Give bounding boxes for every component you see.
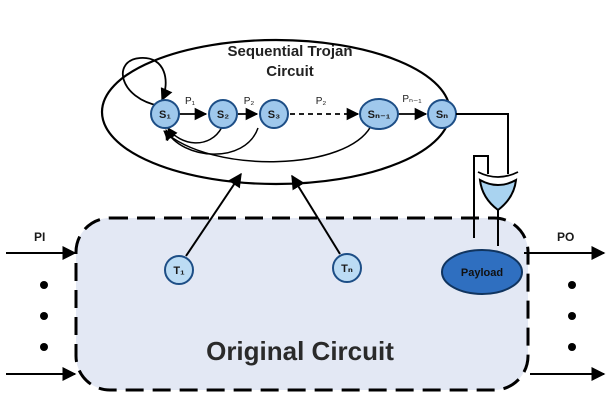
po-dot xyxy=(568,343,576,351)
svg-text:S₂: S₂ xyxy=(217,109,229,121)
trojan-title-line1: Sequential Trojan xyxy=(227,43,352,60)
xor-gate-icon xyxy=(477,171,519,212)
svg-text:Sₙ: Sₙ xyxy=(436,109,448,121)
po-label: PO xyxy=(557,230,574,244)
svg-text:Payload: Payload xyxy=(461,267,503,279)
po-dot xyxy=(568,312,576,320)
pi-dot xyxy=(40,312,48,320)
svg-text:S₃: S₃ xyxy=(268,109,280,121)
po-dot xyxy=(568,281,576,289)
trigger-t1-arrow xyxy=(185,172,242,257)
state-sn1: Sₙ₋₁ xyxy=(359,98,399,130)
self-loop-s1 xyxy=(122,57,173,107)
return-arc-sn1 xyxy=(163,123,373,163)
pi-dot xyxy=(40,343,48,351)
trojan-title-line2: Circuit xyxy=(266,63,314,80)
trigger-tn-arrow xyxy=(291,174,341,255)
pi-dot xyxy=(40,281,48,289)
state-sn: Sₙ xyxy=(427,99,457,129)
label-p2a: P₂ xyxy=(244,96,255,107)
pi-label: PI xyxy=(34,230,45,244)
trigger-tn: Tₙ xyxy=(332,253,362,283)
circuit-to-gate-wire xyxy=(473,155,489,238)
label-p2: P₂ xyxy=(316,96,327,107)
svg-text:Sₙ₋₁: Sₙ₋₁ xyxy=(368,109,391,121)
svg-text:Tₙ: Tₙ xyxy=(341,263,353,275)
svg-text:S₁: S₁ xyxy=(159,109,171,121)
state-s2: S₂ xyxy=(208,99,238,129)
trigger-t1: T₁ xyxy=(164,255,194,285)
payload: Payload xyxy=(441,249,523,295)
sn-to-gate-wire xyxy=(456,113,509,174)
state-s3: S₃ xyxy=(259,99,289,129)
svg-text:T₁: T₁ xyxy=(173,265,185,277)
state-s1: S₁ xyxy=(150,99,180,129)
label-pn1: Pₙ₋₁ xyxy=(402,94,422,105)
original-circuit-label: Original Circuit xyxy=(206,336,394,366)
label-p1: P₁ xyxy=(185,96,196,107)
